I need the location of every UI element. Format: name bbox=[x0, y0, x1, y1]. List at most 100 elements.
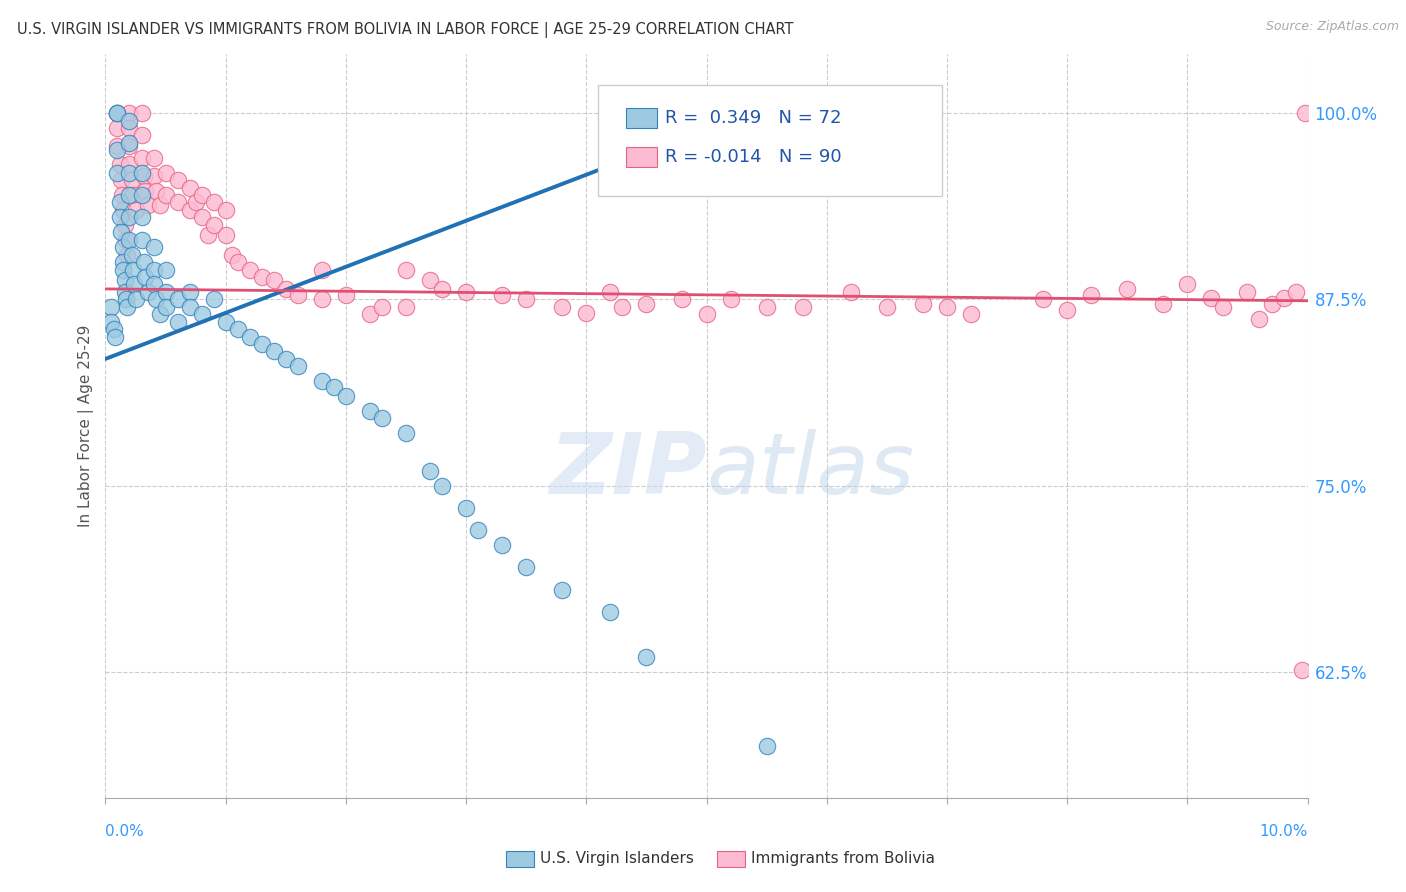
Point bbox=[110, 173, 132, 187]
Point bbox=[111, 188, 134, 202]
Text: Immigrants from Bolivia: Immigrants from Bolivia bbox=[751, 852, 935, 866]
Point bbox=[876, 300, 898, 314]
Point bbox=[166, 173, 188, 187]
Point bbox=[1291, 663, 1313, 677]
Point bbox=[612, 300, 634, 314]
Text: U.S. VIRGIN ISLANDER VS IMMIGRANTS FROM BOLIVIA IN LABOR FORCE | AGE 25-29 CORRE: U.S. VIRGIN ISLANDER VS IMMIGRANTS FROM … bbox=[17, 22, 793, 38]
Point bbox=[118, 188, 141, 202]
Point bbox=[311, 374, 333, 388]
Point bbox=[179, 202, 201, 217]
Point bbox=[118, 233, 141, 247]
Point bbox=[1249, 311, 1271, 326]
Point bbox=[395, 426, 418, 441]
Point bbox=[118, 136, 141, 150]
Point bbox=[103, 322, 125, 336]
Point bbox=[136, 198, 159, 212]
Point bbox=[136, 285, 159, 299]
Point bbox=[599, 285, 621, 299]
Point bbox=[636, 649, 658, 664]
Point bbox=[115, 300, 138, 314]
Point bbox=[1116, 282, 1139, 296]
Point bbox=[936, 300, 959, 314]
Point bbox=[107, 106, 129, 120]
Point bbox=[118, 211, 141, 225]
Point bbox=[142, 169, 165, 183]
Point bbox=[115, 247, 138, 261]
Point bbox=[179, 180, 201, 194]
Point bbox=[104, 329, 127, 343]
Point bbox=[124, 202, 146, 217]
Point bbox=[131, 166, 153, 180]
Point bbox=[395, 262, 418, 277]
Point bbox=[287, 359, 309, 374]
Point bbox=[1080, 288, 1102, 302]
Point bbox=[114, 218, 136, 232]
Point bbox=[132, 255, 155, 269]
Point bbox=[1032, 293, 1054, 307]
Point bbox=[214, 202, 236, 217]
Point bbox=[202, 195, 225, 210]
Point bbox=[250, 337, 273, 351]
Point bbox=[755, 739, 778, 754]
Point bbox=[575, 306, 598, 320]
Text: ZIP: ZIP bbox=[548, 429, 707, 512]
Point bbox=[467, 523, 489, 537]
Point bbox=[311, 262, 333, 277]
Point bbox=[115, 293, 138, 307]
Point bbox=[142, 277, 165, 292]
Point bbox=[263, 273, 285, 287]
Point bbox=[1272, 291, 1295, 305]
Point bbox=[166, 315, 188, 329]
Point bbox=[202, 293, 225, 307]
Text: 0.0%: 0.0% bbox=[105, 824, 145, 838]
Point bbox=[1175, 277, 1198, 292]
Point bbox=[155, 285, 177, 299]
Point bbox=[131, 106, 153, 120]
Text: 10.0%: 10.0% bbox=[1260, 824, 1308, 838]
Point bbox=[491, 538, 513, 552]
Point bbox=[134, 184, 156, 198]
Point bbox=[1201, 291, 1223, 305]
Point bbox=[118, 106, 141, 120]
Point bbox=[1212, 300, 1234, 314]
Point bbox=[118, 166, 141, 180]
Text: atlas: atlas bbox=[707, 429, 914, 512]
Point bbox=[839, 285, 862, 299]
Point bbox=[121, 247, 143, 261]
Point bbox=[124, 293, 146, 307]
Point bbox=[359, 404, 381, 418]
Point bbox=[114, 273, 136, 287]
Point bbox=[131, 151, 153, 165]
Point bbox=[1284, 285, 1306, 299]
Point bbox=[371, 300, 394, 314]
Point bbox=[202, 218, 225, 232]
Point bbox=[145, 293, 167, 307]
Point bbox=[214, 315, 236, 329]
Point bbox=[112, 240, 135, 254]
Point bbox=[1294, 106, 1316, 120]
Point bbox=[226, 322, 249, 336]
Point bbox=[1152, 297, 1174, 311]
Point bbox=[1236, 285, 1258, 299]
Point bbox=[121, 173, 143, 187]
Point bbox=[335, 389, 357, 403]
Point bbox=[551, 300, 574, 314]
Point bbox=[114, 285, 136, 299]
Point bbox=[287, 288, 309, 302]
Point bbox=[118, 157, 141, 171]
Point bbox=[155, 262, 177, 277]
Point bbox=[515, 560, 537, 574]
Point bbox=[395, 300, 418, 314]
Point bbox=[960, 307, 983, 321]
Point bbox=[190, 188, 212, 202]
Point bbox=[107, 106, 129, 120]
Point bbox=[142, 262, 165, 277]
Point bbox=[599, 605, 621, 619]
Point bbox=[214, 228, 236, 243]
Point bbox=[166, 293, 188, 307]
Point bbox=[145, 184, 167, 198]
Point bbox=[155, 188, 177, 202]
Point bbox=[108, 195, 131, 210]
Point bbox=[190, 307, 212, 321]
Point bbox=[274, 351, 297, 366]
